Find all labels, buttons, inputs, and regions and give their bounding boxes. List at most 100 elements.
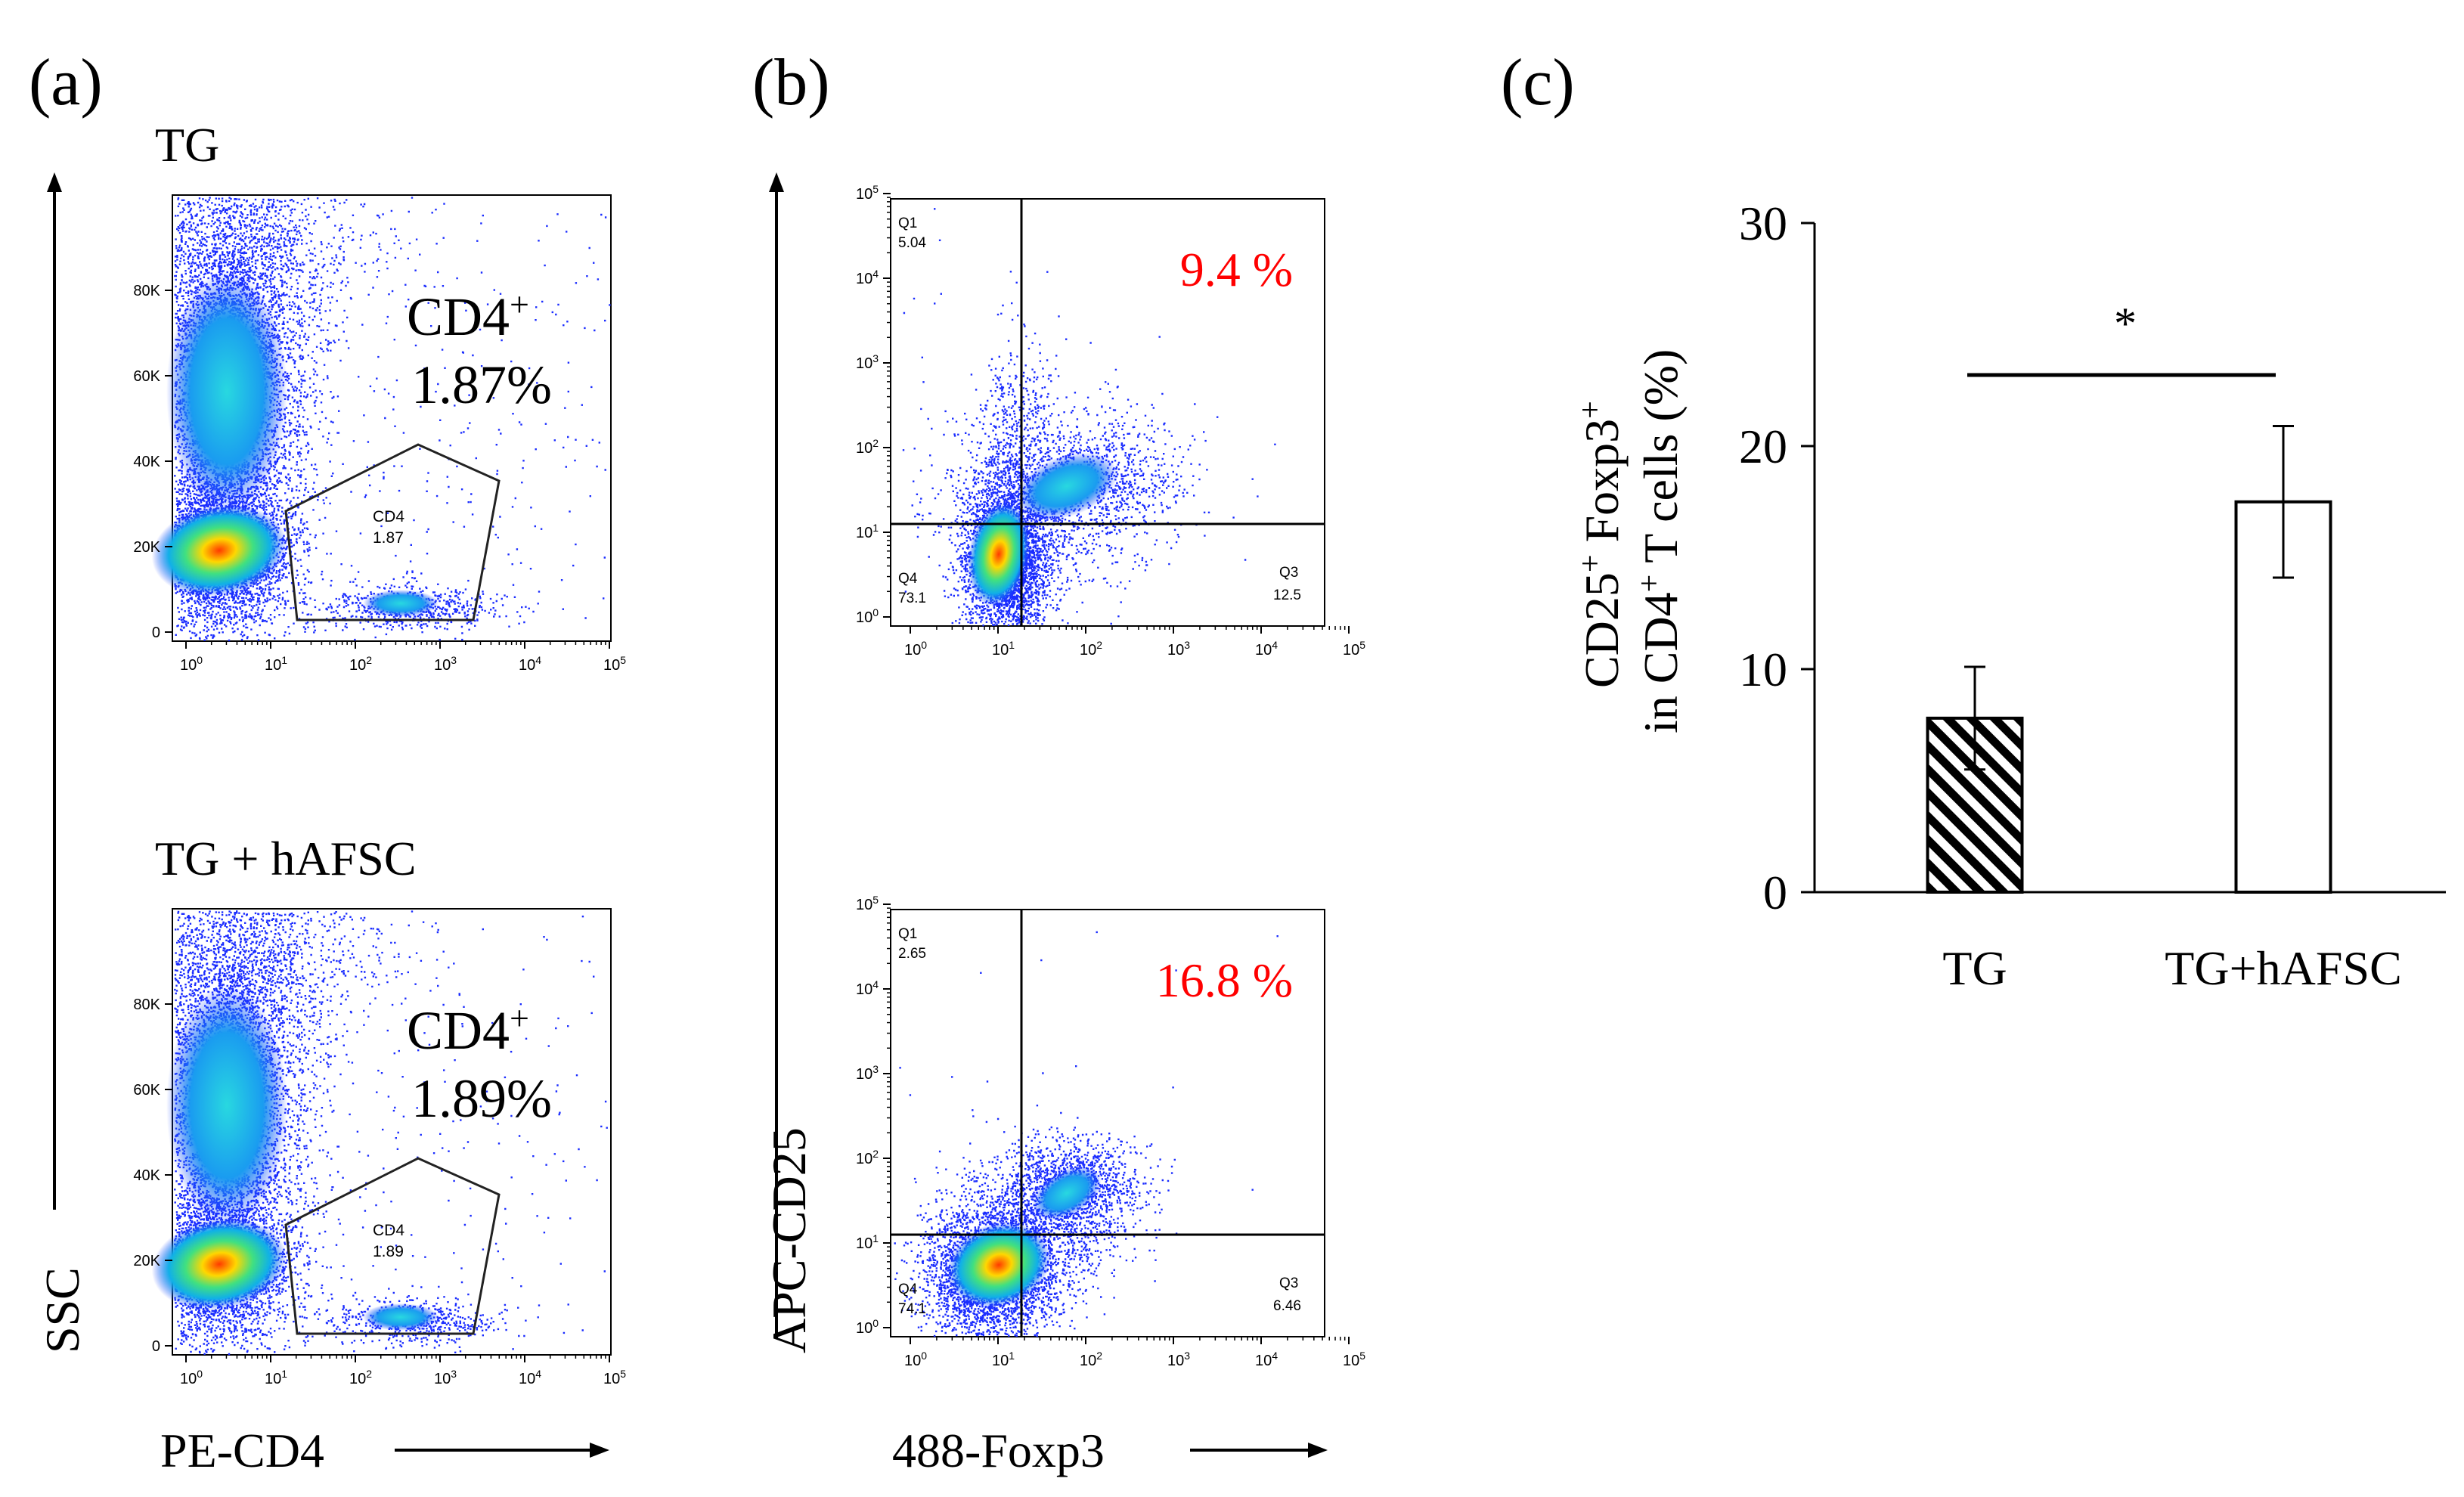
y-tick-label: 60K xyxy=(133,1082,160,1099)
q3-value: 6.46 xyxy=(1273,1298,1301,1314)
plot-title: TG + hAFSC xyxy=(155,832,417,885)
y-tick-label: 20K xyxy=(133,539,160,556)
cd4-annotation: CD4+ xyxy=(407,999,529,1062)
x-tick-label: 101 xyxy=(265,1368,287,1387)
scatter-events xyxy=(894,931,1278,1337)
panel-c-bar-chart: CD25+ Foxp3+ in CD4+ T cells (%) 0 10 20 30… xyxy=(1573,197,2446,995)
x-tick-label: 103 xyxy=(434,654,457,674)
y-tick-label: 20 xyxy=(1739,420,1787,473)
plot-a-tg: TG CD4 1.87 CD4+ 1.87% 0 20K 40K 60K 80K 100 101 102… xyxy=(133,118,626,674)
y-tick-label: 20K xyxy=(133,1253,160,1269)
cd4-annotation: CD4+ xyxy=(407,285,529,348)
cd4-percent: 1.89% xyxy=(411,1068,552,1129)
q4-value: 74.1 xyxy=(898,1301,926,1317)
bar-chart-ylabel-line1: CD25+ Foxp3+ xyxy=(1573,401,1629,688)
gate-value: 1.87 xyxy=(373,529,404,547)
x-tick-label: 102 xyxy=(1080,1350,1102,1369)
foxp3-arrow-head xyxy=(1308,1443,1328,1458)
category-label: TG+hAFSC xyxy=(2165,941,2402,995)
x-tick-label: 102 xyxy=(349,1368,372,1387)
x-tick-label: 100 xyxy=(904,1350,927,1369)
x-tick-label: 103 xyxy=(1167,639,1190,659)
y-tick-label: 105 xyxy=(856,894,879,913)
cd4-gate xyxy=(284,1157,501,1335)
y-tick-label: 40K xyxy=(133,1167,160,1184)
q3-label: Q3 xyxy=(1279,1275,1298,1291)
x-tick-label: 102 xyxy=(349,654,372,674)
cd4-percent: 1.87% xyxy=(411,355,552,415)
q3-value: 12.5 xyxy=(1273,587,1301,603)
q1-label: Q1 xyxy=(898,926,917,942)
panel-b: APC-CD25 488-Foxp3 Q1 5.04 Q4 73.1 Q3 12.5 9.4… xyxy=(762,172,1365,1477)
scatter-events xyxy=(174,197,611,642)
y-tick-label: 100 xyxy=(856,1317,879,1337)
gate-label: CD4 xyxy=(373,1222,404,1239)
x-tick-label: 105 xyxy=(1343,639,1365,659)
panel-label-b: (b) xyxy=(752,46,830,119)
x-tick-label: 104 xyxy=(519,654,541,674)
q4-label: Q4 xyxy=(898,1282,918,1297)
y-tick-label: 104 xyxy=(856,268,879,287)
y-tick-label: 101 xyxy=(856,1232,879,1252)
y-tick-label: 0 xyxy=(1763,866,1787,919)
x-tick-label: 100 xyxy=(180,654,203,674)
x-tick-label: 100 xyxy=(180,1368,203,1387)
ssc-population xyxy=(166,271,287,513)
treg-population xyxy=(1032,1165,1102,1221)
y-tick-label: 102 xyxy=(856,1148,879,1167)
panel-label-c: (c) xyxy=(1501,46,1575,119)
pe-cd4-axis-label: PE-CD4 xyxy=(160,1424,324,1477)
x-tick-label: 104 xyxy=(1255,639,1278,659)
y-tick-label: 60K xyxy=(133,368,160,385)
ssc-population xyxy=(166,984,287,1226)
y-tick-label: 103 xyxy=(856,1063,879,1083)
x-tick-label: 101 xyxy=(992,639,1015,659)
y-tick-label: 0 xyxy=(152,625,160,641)
cd4-population xyxy=(363,1303,439,1331)
x-tick-label: 100 xyxy=(904,639,927,659)
ssc-arrow-head xyxy=(47,172,62,192)
y-tick-label: 105 xyxy=(856,183,879,203)
lymphocyte-population xyxy=(151,1217,287,1311)
plot-b-tg: Q1 5.04 Q4 73.1 Q3 12.5 9.4 % 100 100 101 101 102 10… xyxy=(856,183,1365,659)
plot-a-tg-hafsc: TG + hAFSC CD4 1.89 CD4+1.89% 0 20K 40K 60K 80K 1… xyxy=(133,832,626,1387)
y-tick-label: 10 xyxy=(1739,643,1787,696)
apc-cd25-axis-label: APC-CD25 xyxy=(762,1127,816,1353)
foxp3-axis-label: 488-Foxp3 xyxy=(892,1424,1105,1477)
plot-frame xyxy=(890,198,1325,627)
highlight-percent: 16.8 % xyxy=(1156,953,1293,1007)
x-tick-label: 103 xyxy=(1167,1350,1190,1369)
significance-star: * xyxy=(2114,299,2137,349)
y-tick-label: 0 xyxy=(152,1338,160,1355)
y-tick-label: 80K xyxy=(133,996,160,1013)
gate-label: CD4 xyxy=(373,508,404,525)
cd4-population xyxy=(363,590,439,617)
q3-label: Q3 xyxy=(1279,565,1298,581)
q4-value: 73.1 xyxy=(898,590,926,606)
q1-label: Q1 xyxy=(898,215,917,231)
q4-label: Q4 xyxy=(898,571,918,587)
y-tick-label: 40K xyxy=(133,454,160,470)
treg-population xyxy=(1015,452,1118,520)
bar-chart-plot: 0 10 20 30 TG TG+hAFSC * xyxy=(1739,197,2446,995)
x-tick-label: 104 xyxy=(519,1368,541,1387)
pe-cd4-arrow-head xyxy=(590,1443,609,1458)
highlight-percent: 9.4 % xyxy=(1180,243,1293,296)
y-tick-label: 100 xyxy=(856,606,879,626)
bar-chart-ylabel-line2: in CD4+ T cells (%) xyxy=(1632,349,1688,733)
x-tick-label: 103 xyxy=(434,1368,457,1387)
y-tick-label: 101 xyxy=(856,522,879,541)
cd4-gate xyxy=(284,443,501,621)
x-tick-label: 101 xyxy=(265,654,287,674)
x-tick-label: 104 xyxy=(1255,1350,1278,1369)
main-population xyxy=(967,501,1031,607)
y-tick-label: 80K xyxy=(133,283,160,299)
panel-a: SSC PE-CD4 TG CD4 1.87 CD4+ 1.87% 0 20K 40K 60K 8… xyxy=(36,118,626,1477)
plot-title: TG xyxy=(155,118,219,172)
y-tick-label: 102 xyxy=(856,437,879,457)
lymphocyte-population xyxy=(151,504,287,597)
q1-value: 5.04 xyxy=(898,235,926,251)
category-label: TG xyxy=(1942,941,2007,995)
y-tick-label: 103 xyxy=(856,352,879,372)
